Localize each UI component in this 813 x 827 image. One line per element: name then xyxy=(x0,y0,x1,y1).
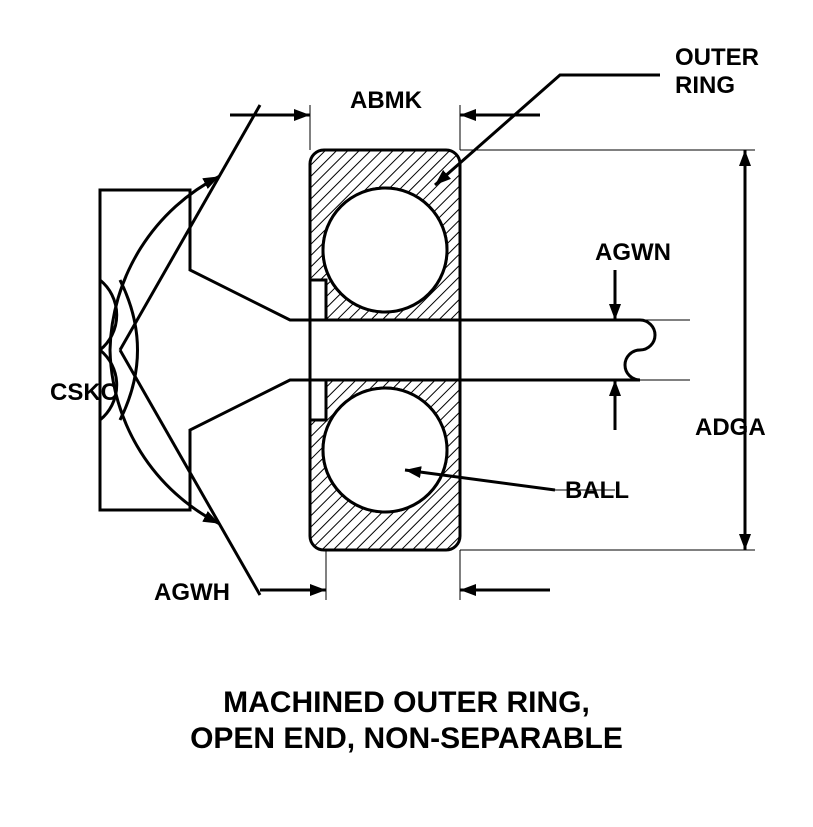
label-cskc: CSKC xyxy=(50,379,118,406)
label-ball: BALL xyxy=(565,477,629,504)
diagram-canvas: ABMK AGWH ADGA AGWN OUTERRING BALL CSKC MACHIN… xyxy=(0,0,813,827)
caption-line-2: OPEN END, NON-SEPARABLE xyxy=(190,722,623,755)
caption-line-1: MACHINED OUTER RING, xyxy=(223,686,590,719)
label-outer-ring-2: RING xyxy=(675,72,735,99)
diagram-svg: ABMK AGWH ADGA AGWN OUTERRING BALL CSKC xyxy=(0,0,813,680)
label-adga: ADGA xyxy=(695,414,766,441)
diagram-caption: MACHINED OUTER RING, OPEN END, NON-SEPAR… xyxy=(0,685,813,757)
label-abmk: ABMK xyxy=(350,87,423,114)
label-agwn: AGWN xyxy=(595,239,671,266)
label-outer-ring-1: OUTER xyxy=(675,44,759,71)
label-agwh: AGWH xyxy=(154,579,230,606)
